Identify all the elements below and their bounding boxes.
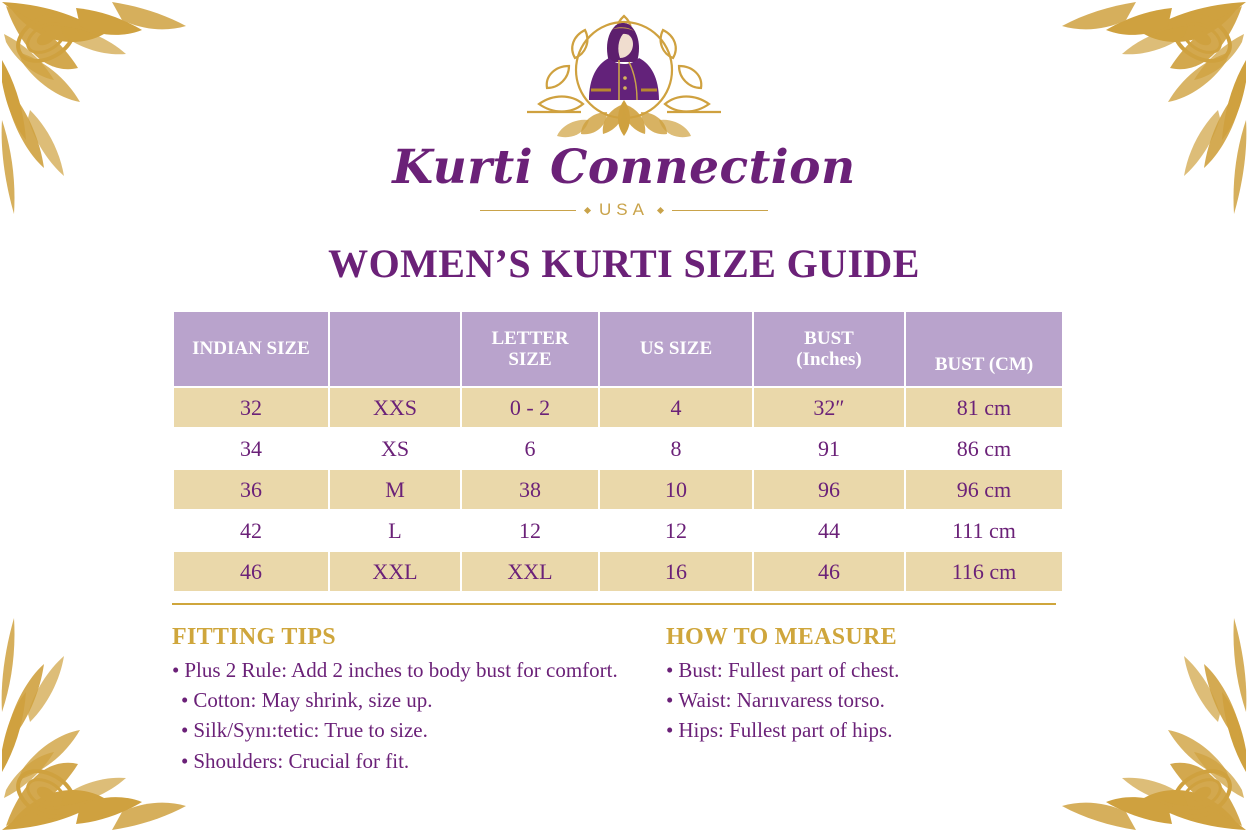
col-header-us-size: US SIZE — [600, 312, 752, 386]
list-item-text: Silk/Synı:tetic: True to size. — [193, 718, 428, 743]
table-row: 36 M 38 10 96 96 cm — [174, 470, 1062, 509]
cell-size-code: XS — [330, 429, 460, 468]
cell-us-size: 10 — [600, 470, 752, 509]
col-header-blank — [330, 312, 460, 386]
bullet-icon: • — [172, 658, 180, 682]
cell-indian-size: 46 — [174, 552, 328, 591]
list-item: • Bust: Fullest part of chest. — [666, 655, 1062, 685]
brand-sub-label: USA — [599, 200, 649, 219]
woman-in-kurti-medallion-icon — [527, 14, 721, 138]
cell-indian-size: 34 — [174, 429, 328, 468]
fitting-tips-heading: FITTING TIPS — [172, 624, 336, 650]
list-item: • Cotton: May shrink, size up. — [172, 685, 666, 715]
brand-sub-dot-right — [656, 206, 665, 214]
list-item-text: Waist: Narııvaress torso. — [678, 688, 885, 713]
list-item: • Silk/Synı:tetic: True to size. — [172, 715, 666, 745]
cell-letter-size: 12 — [462, 511, 598, 550]
table-body: 32 XXS 0 - 2 4 32″ 81 cm 34 XS 6 8 91 86… — [174, 388, 1062, 591]
cell-us-size: 4 — [600, 388, 752, 427]
bullet-icon: • — [181, 688, 189, 713]
list-item-text: Hips: Fullest part of hips. — [678, 718, 893, 743]
cell-letter-size: XXL — [462, 552, 598, 591]
brand-subtitle: USA — [0, 200, 1248, 220]
list-item: • Waist: Narııvaress torso. — [666, 685, 1062, 715]
list-item-text: Shoulders: Crucial for fit. — [193, 748, 410, 773]
table-row: 34 XS 6 8 91 86 cm — [174, 429, 1062, 468]
bullet-icon: • — [666, 658, 674, 682]
cell-us-size: 16 — [600, 552, 752, 591]
list-item: • Shoulders: Crucial for fit. — [172, 746, 666, 776]
brand-name: Kurti Connection — [392, 140, 856, 195]
bullet-icon: • — [181, 748, 189, 773]
list-item-text: Plus 2 Rule: Add 2 inches to body bust f… — [184, 658, 618, 682]
col-header-letter-size: LETTER SIZE — [462, 312, 598, 386]
corner-ornament-bottom-right — [1062, 618, 1247, 830]
list-item: • Plus 2 Rule: Add 2 inches to body bust … — [172, 655, 666, 685]
table-header-row: INDIAN SIZE LETTER SIZE US SIZE BUST (Inch… — [174, 312, 1062, 386]
list-item-text: Cotton: May shrink, size up. — [193, 688, 433, 713]
cell-size-code: L — [330, 511, 460, 550]
col-header-bust-inches: BUST (Inches) — [754, 312, 904, 386]
brand-sub-rule-left — [480, 209, 577, 211]
cell-bust-cm: 81 cm — [906, 388, 1062, 427]
cell-letter-size: 6 — [462, 429, 598, 468]
list-item: • Hips: Fullest part of hips. — [666, 715, 1062, 745]
bullet-icon: • — [181, 718, 189, 743]
cell-indian-size: 42 — [174, 511, 328, 550]
table-row: 32 XXS 0 - 2 4 32″ 81 cm — [174, 388, 1062, 427]
size-chart-table: INDIAN SIZE LETTER SIZE US SIZE BUST (Inch… — [172, 310, 1064, 593]
brand-sub-rule-right — [671, 209, 768, 211]
col-header-indian-size: INDIAN SIZE — [174, 312, 328, 386]
cell-bust-cm: 96 cm — [906, 470, 1062, 509]
brand-sub-dot-left — [583, 206, 592, 214]
cell-bust-inches: 46 — [754, 552, 904, 591]
table-row: 42 L 12 12 44 111 cm — [174, 511, 1062, 550]
brand-logo: Kurti Connection USA — [0, 8, 1248, 220]
cell-size-code: M — [330, 470, 460, 509]
cell-letter-size: 0 - 2 — [462, 388, 598, 427]
cell-indian-size: 32 — [174, 388, 328, 427]
col-header-bust-cm: BUST (CM) — [906, 312, 1062, 386]
cell-size-code: XXS — [330, 388, 460, 427]
cell-size-code: XXL — [330, 552, 460, 591]
list-item-text: Bust: Fullest part of chest. — [678, 658, 900, 682]
table-header: INDIAN SIZE LETTER SIZE US SIZE BUST (Inch… — [174, 312, 1062, 386]
how-to-measure-list: • Bust: Fullest part of chest. • Waist: Na… — [666, 655, 1062, 746]
cell-us-size: 8 — [600, 429, 752, 468]
cell-bust-cm: 111 cm — [906, 511, 1062, 550]
cell-indian-size: 36 — [174, 470, 328, 509]
page-title: WOMEN’S KURTI SIZE GUIDE — [328, 241, 920, 286]
section-divider — [172, 603, 1056, 605]
bullet-icon: • — [666, 718, 674, 743]
how-to-measure-section: HOW TO MEASURE • Bust: Fullest part of ch… — [666, 624, 1062, 776]
cell-us-size: 12 — [600, 511, 752, 550]
cell-bust-cm: 86 cm — [906, 429, 1062, 468]
cell-bust-inches: 32″ — [754, 388, 904, 427]
info-sections: FITTING TIPS • Plus 2 Rule: Add 2 inches … — [172, 624, 1062, 776]
table-row: 46 XXL XXL 16 46 116 cm — [174, 552, 1062, 591]
how-to-measure-heading: HOW TO MEASURE — [666, 624, 897, 650]
fitting-tips-section: FITTING TIPS • Plus 2 Rule: Add 2 inches … — [172, 624, 666, 776]
cell-letter-size: 38 — [462, 470, 598, 509]
cell-bust-cm: 116 cm — [906, 552, 1062, 591]
cell-bust-inches: 96 — [754, 470, 904, 509]
fitting-tips-list: • Plus 2 Rule: Add 2 inches to body bust … — [172, 655, 666, 776]
cell-bust-inches: 44 — [754, 511, 904, 550]
bullet-icon: • — [666, 688, 674, 713]
cell-bust-inches: 91 — [754, 429, 904, 468]
